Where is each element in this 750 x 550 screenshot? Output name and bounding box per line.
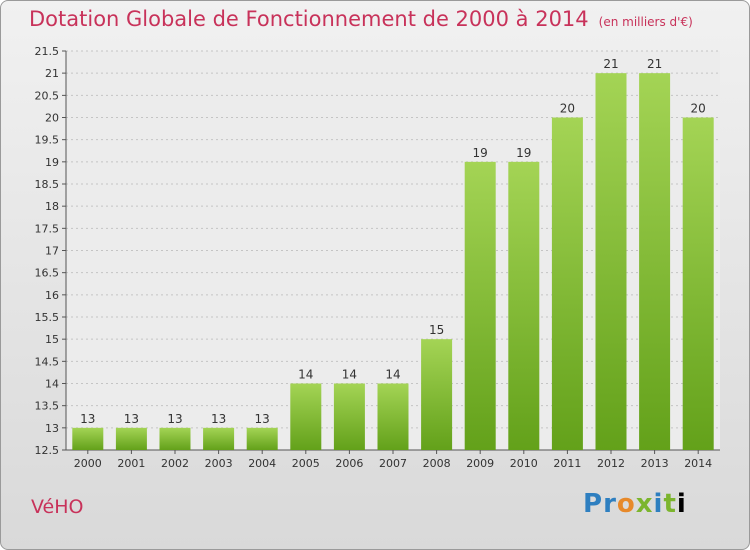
bar xyxy=(333,383,365,450)
x-tick-label: 2009 xyxy=(466,457,494,470)
commune-name: VéHO xyxy=(31,496,84,518)
x-tick-label: 2011 xyxy=(553,457,581,470)
y-tick-label: 12.5 xyxy=(35,444,60,457)
y-tick-label: 17 xyxy=(45,245,59,258)
chart-unit: (en milliers d'€) xyxy=(598,15,693,29)
x-tick-label: 2001 xyxy=(117,457,145,470)
bar-value-label: 13 xyxy=(124,412,139,426)
bar-value-label: 14 xyxy=(342,368,357,382)
bar xyxy=(682,117,714,450)
y-tick-label: 21 xyxy=(45,67,59,80)
y-tick-label: 16.5 xyxy=(35,267,60,280)
x-tick-label: 2012 xyxy=(597,457,625,470)
bar xyxy=(159,427,191,450)
bar-value-label: 20 xyxy=(560,102,575,116)
y-tick-label: 14 xyxy=(45,378,59,391)
y-tick-label: 21.5 xyxy=(35,45,60,58)
chart-title-text: Dotation Globale de Fonctionnement de 20… xyxy=(29,7,589,31)
bar-value-label: 14 xyxy=(298,368,313,382)
y-tick-label: 17.5 xyxy=(35,222,60,235)
bar-value-label: 13 xyxy=(80,412,95,426)
bar xyxy=(203,427,235,450)
chart-title: Dotation Globale de Fonctionnement de 20… xyxy=(29,7,693,31)
y-tick-label: 18.5 xyxy=(35,178,60,191)
y-tick-label: 20.5 xyxy=(35,89,60,102)
y-tick-label: 15 xyxy=(45,333,59,346)
y-tick-label: 19 xyxy=(45,156,59,169)
y-tick-label: 15.5 xyxy=(35,311,60,324)
bar xyxy=(639,73,671,451)
y-tick-label: 14.5 xyxy=(35,355,60,368)
y-tick-label: 16 xyxy=(45,289,59,302)
bar-value-label: 15 xyxy=(429,323,444,337)
y-tick-label: 20 xyxy=(45,112,59,125)
y-tick-label: 13 xyxy=(45,422,59,435)
x-tick-label: 2008 xyxy=(423,457,451,470)
x-tick-label: 2014 xyxy=(684,457,712,470)
bar xyxy=(421,339,453,450)
bar-value-label: 19 xyxy=(473,146,488,160)
x-tick-label: 2007 xyxy=(379,457,407,470)
bar xyxy=(595,73,627,451)
bar-value-label: 21 xyxy=(647,57,662,71)
bar xyxy=(377,383,409,450)
x-tick-label: 2002 xyxy=(161,457,189,470)
bar xyxy=(290,383,322,450)
bar-value-label: 21 xyxy=(603,57,618,71)
bar xyxy=(508,161,540,451)
x-tick-label: 2004 xyxy=(248,457,276,470)
bar-value-label: 13 xyxy=(167,412,182,426)
bar-value-label: 13 xyxy=(211,412,226,426)
bar-value-label: 14 xyxy=(385,368,400,382)
bar-value-label: 20 xyxy=(691,102,706,116)
bar-value-label: 13 xyxy=(255,412,270,426)
bar xyxy=(551,117,583,450)
x-tick-label: 2005 xyxy=(292,457,320,470)
x-tick-label: 2003 xyxy=(205,457,233,470)
y-tick-label: 18 xyxy=(45,200,59,213)
bar xyxy=(246,427,278,450)
y-tick-label: 19.5 xyxy=(35,134,60,147)
bar xyxy=(115,427,147,450)
x-tick-label: 2010 xyxy=(510,457,538,470)
proxiti-logo: Proxiti xyxy=(583,489,687,519)
x-tick-label: 2000 xyxy=(74,457,102,470)
x-tick-label: 2013 xyxy=(641,457,669,470)
x-tick-label: 2006 xyxy=(335,457,363,470)
bar xyxy=(72,427,104,450)
bar-value-label: 19 xyxy=(516,146,531,160)
y-tick-label: 13.5 xyxy=(35,400,60,413)
bar xyxy=(464,161,496,451)
